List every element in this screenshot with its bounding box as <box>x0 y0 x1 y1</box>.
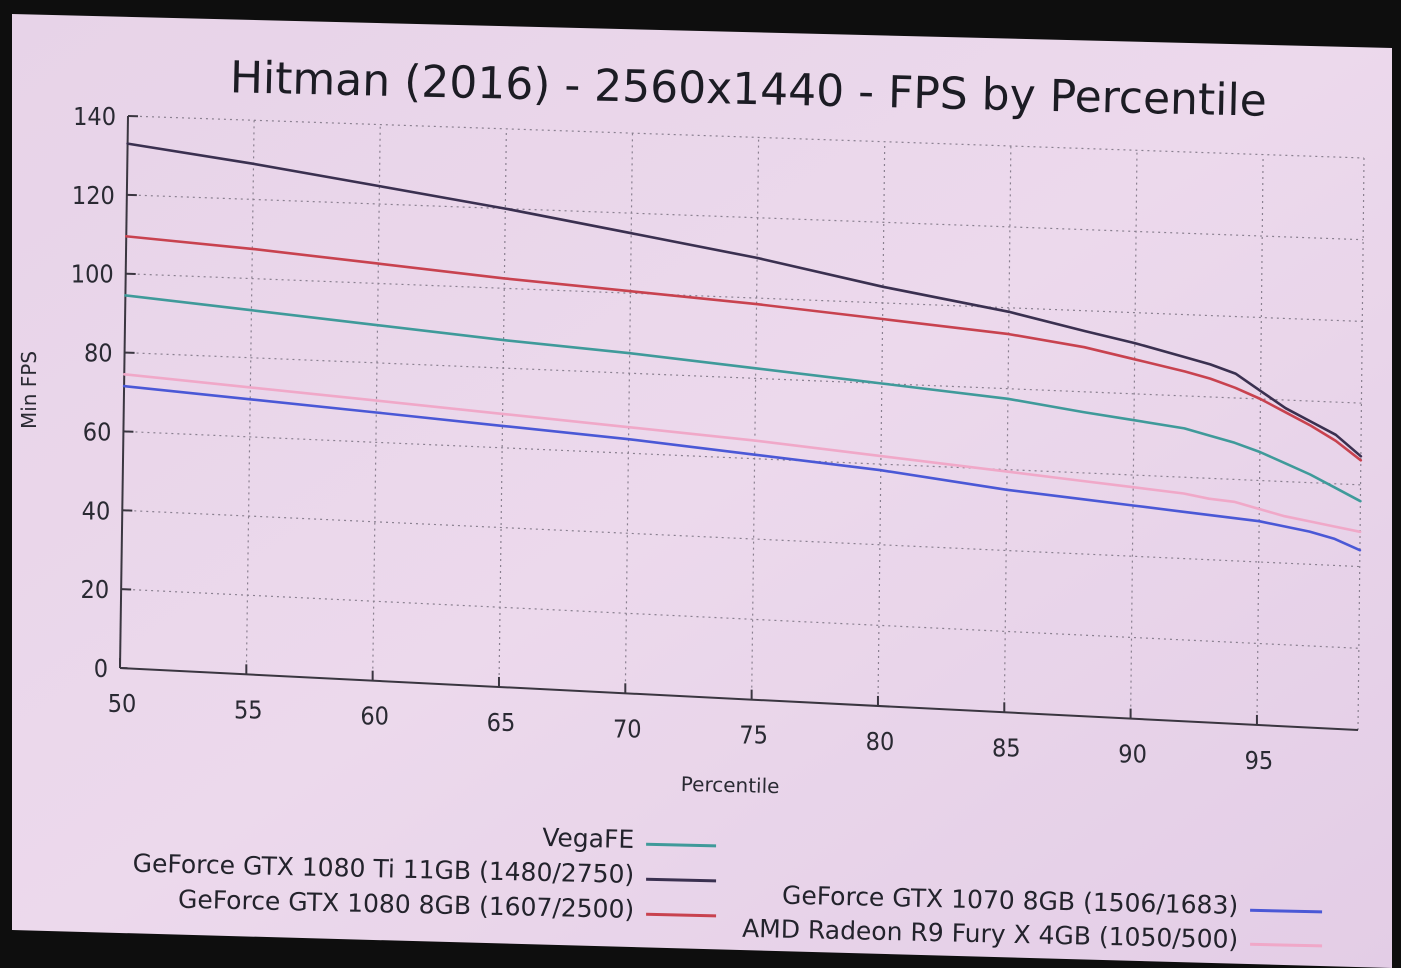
y-tick-label: 40 <box>82 496 111 525</box>
y-tick-label: 60 <box>83 417 112 446</box>
y-tick-labels: 0 20 40 60 80 100 120 140 <box>71 102 116 683</box>
y-gridline <box>124 351 1362 404</box>
x-tick-label: 90 <box>1118 740 1147 769</box>
x-gridline <box>245 120 255 675</box>
axes <box>119 115 1359 731</box>
y-gridline <box>121 588 1359 649</box>
y-tick-label: 140 <box>73 102 116 131</box>
x-tick-label: 60 <box>360 702 389 731</box>
legend-swatch <box>646 877 717 883</box>
x-tick-label: 65 <box>487 708 516 737</box>
series-line-3 <box>125 235 1363 462</box>
x-tick-label: 55 <box>234 695 263 724</box>
slide-background <box>12 14 1392 968</box>
x-gridline <box>1256 154 1264 725</box>
y-gridline <box>125 273 1363 323</box>
series-line-2 <box>126 142 1363 458</box>
y-gridline <box>127 115 1365 159</box>
series-lines <box>122 142 1363 552</box>
legend-label: VegaFE <box>542 823 635 854</box>
x-tick-label: 70 <box>613 714 642 743</box>
legend-swatch <box>646 842 717 848</box>
x-axis-line <box>119 667 1359 731</box>
series-line-1 <box>124 294 1362 503</box>
y-tick-label: 120 <box>72 181 115 210</box>
x-tick-label: 50 <box>108 689 137 718</box>
legend-swatch <box>1250 942 1323 948</box>
series-line-4 <box>122 384 1362 552</box>
x-gridline <box>751 137 760 700</box>
x-tick-label: 95 <box>1245 746 1274 775</box>
grid <box>121 115 1365 731</box>
x-axis-label: Percentile <box>681 772 780 798</box>
y-gridline <box>122 509 1360 568</box>
x-gridline <box>877 141 886 706</box>
legend-entry: VegaFE <box>542 823 717 854</box>
y-axis-label: Min FPS <box>17 351 41 429</box>
y-tick-label: 80 <box>84 339 113 368</box>
y-gridline <box>126 194 1364 241</box>
y-axis-line <box>119 115 129 669</box>
x-tick-labels: 50 55 60 65 70 75 80 85 90 95 <box>108 689 1274 775</box>
x-tick-label: 80 <box>866 727 895 756</box>
x-tick-label: 75 <box>739 721 768 750</box>
legend-swatch <box>1250 908 1323 914</box>
y-tick-label: 0 <box>94 654 108 683</box>
legend-swatch <box>646 912 717 918</box>
x-gridline <box>372 124 381 681</box>
x-gridline <box>1003 145 1012 713</box>
series-line-5 <box>123 373 1362 534</box>
x-tick-label: 85 <box>992 733 1021 762</box>
y-tick-label: 20 <box>81 575 110 604</box>
y-gridline <box>123 430 1361 486</box>
y-tick-label: 100 <box>71 260 114 289</box>
